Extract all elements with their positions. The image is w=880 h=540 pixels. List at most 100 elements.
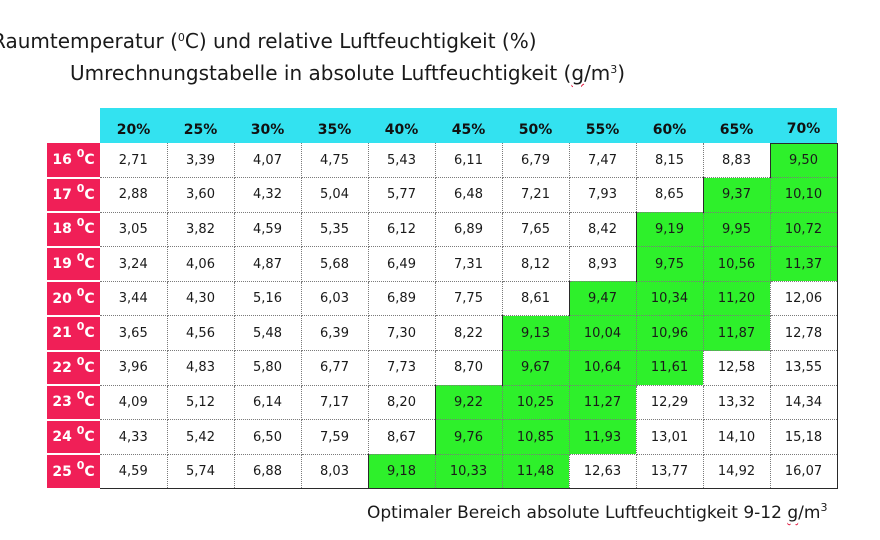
table-corner — [47, 108, 100, 143]
table-cell: 6,14 — [234, 385, 302, 421]
table-cell: 3,44 — [100, 281, 168, 317]
row-temperature-header: 17 0C — [47, 177, 100, 214]
table-cell: 7,17 — [301, 385, 369, 421]
table-cell: 4,59 — [100, 454, 168, 490]
column-header: 60% — [636, 108, 703, 143]
table-row: 25 0C 4,59 5,74 6,88 8,03 9,18 10,33 11,48 12,63… — [47, 454, 838, 490]
table-cell: 6,03 — [301, 281, 369, 317]
table-cell: 6,39 — [301, 315, 369, 352]
table-cell: 6,12 — [368, 212, 436, 248]
table-row: 16 0C 2,71 3,39 4,07 4,75 5,43 6,11 6,79 7,47 8,1… — [47, 142, 838, 179]
table-cell: 14,10 — [703, 419, 771, 455]
table-cell: 5,77 — [368, 177, 436, 213]
table-cell: 11,20 — [703, 281, 771, 317]
table-cell: 14,34 — [770, 385, 838, 421]
table-cell: 10,04 — [569, 315, 637, 352]
table-row: 22 0C 3,96 4,83 5,80 6,77 7,73 8,70 9,67 10,64 11… — [47, 350, 838, 387]
table-cell: 9,22 — [434, 385, 503, 421]
table-cell: 14,92 — [703, 454, 771, 490]
table-cell: 12,06 — [770, 281, 838, 317]
table-cell: 9,18 — [367, 454, 436, 490]
table-cell: 7,73 — [368, 350, 436, 386]
table-cell: 8,42 — [569, 212, 637, 248]
table-cell: 9,37 — [702, 177, 771, 213]
table-cell: 6,79 — [502, 143, 570, 179]
table-cell: 6,48 — [435, 177, 503, 213]
row-temperature-header: 24 0C — [47, 419, 100, 456]
table-cell: 8,03 — [301, 454, 369, 490]
table-cell: 4,87 — [234, 246, 302, 282]
table-cell: 8,83 — [703, 143, 771, 179]
table-cell: 10,64 — [569, 350, 637, 386]
table-row: 21 0C 3,65 4,56 5,48 6,39 7,30 8,22 9,13 10,04 10… — [47, 315, 838, 352]
table-cell: 10,72 — [770, 212, 838, 248]
table-cell: 13,01 — [636, 419, 704, 455]
table-cell: 9,67 — [501, 350, 570, 386]
row-temperature-header: 18 0C — [47, 212, 100, 248]
table-cell: 5,80 — [234, 350, 302, 386]
row-temperature-header: 23 0C — [47, 385, 100, 421]
table-row: 17 0C 2,88 3,60 4,32 5,04 5,77 6,48 7,21 7,93 8,6… — [47, 177, 838, 214]
table-cell: 8,12 — [502, 246, 570, 282]
table-cell: 2,88 — [100, 177, 168, 213]
table-cell: 9,75 — [635, 246, 704, 282]
column-header: 25% — [167, 108, 234, 143]
table-cell: 5,04 — [301, 177, 369, 213]
table-cell: 9,95 — [703, 212, 771, 248]
table-cell: 4,30 — [167, 281, 235, 317]
table-cell: 7,30 — [368, 315, 436, 352]
table-row: 23 0C 4,09 5,12 6,14 7,17 8,20 9,22 10,25 11,27 1… — [47, 385, 838, 421]
table-cell: 10,10 — [770, 177, 838, 213]
table-cell: 11,27 — [569, 385, 637, 421]
column-header: 65% — [703, 108, 770, 143]
table-cell: 3,39 — [167, 143, 235, 179]
table-cell: 4,75 — [301, 143, 369, 179]
table-cell: 3,96 — [100, 350, 168, 386]
table-cell: 13,77 — [636, 454, 704, 490]
table-cell: 8,93 — [569, 246, 637, 282]
table-cell: 15,18 — [770, 419, 838, 455]
table-cell: 10,25 — [502, 385, 570, 421]
column-header: 35% — [301, 108, 368, 143]
row-temperature-header: 19 0C — [47, 246, 100, 283]
table-cell: 6,88 — [234, 454, 302, 490]
table-cell: 9,50 — [769, 142, 838, 179]
table-cell: 13,55 — [770, 350, 838, 386]
table-cell: 8,61 — [502, 281, 570, 317]
table-row: 24 0C 4,33 5,42 6,50 7,59 8,67 9,76 10,85 11,93 1… — [47, 419, 838, 456]
table-cell: 3,05 — [100, 212, 168, 248]
table-cell: 2,71 — [100, 143, 168, 179]
row-temperature-header: 21 0C — [47, 315, 100, 352]
table-cell: 9,19 — [635, 212, 704, 248]
table-cell: 10,96 — [636, 315, 704, 352]
table-cell: 8,22 — [435, 315, 503, 352]
table-row: 20 0C 3,44 4,30 5,16 6,03 6,89 7,75 8,61 9,47 10,… — [47, 281, 838, 317]
table-cell: 11,37 — [770, 246, 838, 282]
table-cell: 4,83 — [167, 350, 235, 386]
table-cell: 4,09 — [100, 385, 168, 421]
table-cell: 7,47 — [569, 143, 637, 179]
row-temperature-header: 16 0C — [47, 143, 100, 179]
title-line-1: Raumtemperatur (0C) und relative Luftfeu… — [0, 29, 537, 53]
table-cell: 10,85 — [502, 419, 570, 455]
table-cell: 4,33 — [100, 419, 168, 455]
table-cell: 11,87 — [703, 315, 771, 352]
table-cell: 3,60 — [167, 177, 235, 213]
table-cell: 16,07 — [770, 454, 838, 490]
table-cell: 10,56 — [703, 246, 771, 282]
table-cell: 12,63 — [569, 454, 637, 490]
table-cell: 11,61 — [636, 350, 704, 386]
footnote: Optimaler Bereich absolute Luftfeuchtigk… — [367, 501, 828, 523]
table-cell: 9,47 — [568, 281, 637, 317]
table-cell: 5,12 — [167, 385, 235, 421]
row-temperature-header: 20 0C — [47, 281, 100, 317]
table-cell: 8,70 — [435, 350, 503, 386]
table-cell: 6,50 — [234, 419, 302, 455]
table-cell: 3,24 — [100, 246, 168, 282]
table-cell: 5,43 — [368, 143, 436, 179]
column-header: 55% — [569, 108, 636, 143]
table-cell: 8,65 — [636, 177, 704, 213]
column-header: 30% — [234, 108, 301, 143]
table-cell: 6,11 — [435, 143, 503, 179]
table-row: 19 0C 3,24 4,06 4,87 5,68 6,49 7,31 8,12 8,93 9,7… — [47, 246, 838, 283]
